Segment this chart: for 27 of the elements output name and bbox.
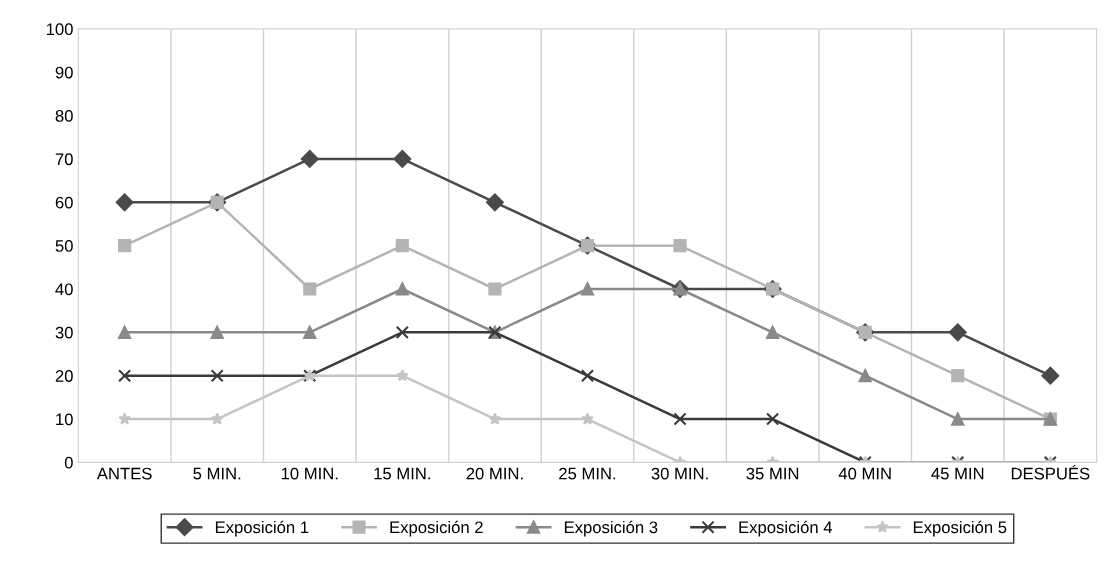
y-tick-label: 40 bbox=[55, 283, 73, 296]
y-tick-label: 30 bbox=[55, 326, 73, 339]
x-tick-label: 15 MIN. bbox=[374, 467, 430, 480]
y-tick-label: 0 bbox=[64, 456, 73, 469]
legend-label: Exposición 2 bbox=[390, 520, 483, 537]
legend-label: Exposición 5 bbox=[913, 520, 1007, 537]
x-tick-label: 25 MIN. bbox=[559, 467, 616, 480]
x-tick-label: 30 MIN. bbox=[651, 467, 708, 480]
y-tick-label: 70 bbox=[55, 153, 73, 166]
x-tick-label: 40 MIN bbox=[838, 467, 891, 480]
x-tick-label: 45 MIN bbox=[931, 467, 984, 480]
y-tick-label: 100 bbox=[46, 23, 73, 36]
x-tick-label: DESPUÉS bbox=[1011, 464, 1090, 480]
legend-label: Exposición 1 bbox=[215, 520, 309, 537]
y-tick-label: 60 bbox=[55, 196, 73, 209]
x-tick-label: ANTES bbox=[96, 467, 152, 480]
y-tick-label: 10 bbox=[56, 413, 73, 426]
y-tick-label: 80 bbox=[55, 110, 73, 122]
x-tick-label: 10 MIN. bbox=[281, 467, 338, 480]
y-tick-label: 50 bbox=[55, 240, 73, 252]
legend-label: Exposición 3 bbox=[564, 520, 658, 537]
y-tick-label: 90 bbox=[55, 66, 73, 79]
y-tick-label: 20 bbox=[55, 370, 73, 382]
x-tick-label: 5 MIN. bbox=[193, 467, 241, 480]
x-tick-label: 20 MIN. bbox=[466, 467, 523, 480]
x-tick-label: 35 MIN bbox=[746, 467, 799, 480]
legend-label: Exposición 4 bbox=[739, 520, 833, 537]
